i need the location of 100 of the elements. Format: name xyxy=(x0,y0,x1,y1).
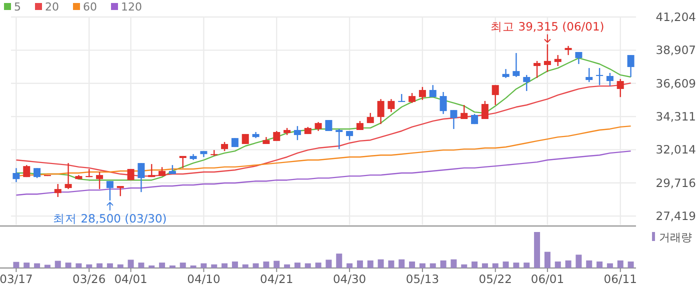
bar xyxy=(398,259,405,268)
bar xyxy=(34,263,40,268)
bar xyxy=(65,262,72,268)
bar xyxy=(315,262,322,268)
legend-label: 5 xyxy=(14,0,21,14)
bar xyxy=(356,260,363,268)
bar xyxy=(222,263,228,268)
y-tick-label: 34,311 xyxy=(656,110,696,124)
bar xyxy=(472,262,478,268)
bar xyxy=(106,263,113,268)
x-tick-label: 04/30 xyxy=(332,272,366,286)
bar xyxy=(138,262,144,268)
bar xyxy=(24,262,30,268)
bar xyxy=(461,264,468,268)
y-tick-label: 29,716 xyxy=(656,176,696,190)
candlestick xyxy=(523,74,530,92)
legend-label: 60 xyxy=(83,0,97,14)
candlestick xyxy=(179,155,186,169)
x-tick-label: 05/22 xyxy=(478,272,512,286)
bar xyxy=(419,263,426,268)
y-tick-label: 38,907 xyxy=(656,43,696,58)
line-series xyxy=(16,150,632,196)
x-tick-label: 06/11 xyxy=(604,272,637,286)
candlestick xyxy=(377,98,384,125)
bar xyxy=(86,264,92,268)
x-tick-label: 05/13 xyxy=(406,272,440,286)
candlestick xyxy=(273,130,280,142)
candlestick xyxy=(586,67,593,83)
bar xyxy=(200,263,207,268)
bar xyxy=(263,262,270,268)
bar xyxy=(336,254,342,268)
bar xyxy=(326,260,332,268)
bar xyxy=(586,260,592,268)
candlestick xyxy=(616,78,624,98)
bar xyxy=(44,264,50,268)
candlestick xyxy=(596,67,604,86)
bar xyxy=(180,262,186,268)
x-tick-label: 04/10 xyxy=(187,272,220,286)
candlestick xyxy=(534,60,541,79)
bar xyxy=(388,260,394,268)
candlestick xyxy=(116,185,124,197)
bar xyxy=(440,260,446,268)
candlestick xyxy=(64,162,72,190)
candlestick xyxy=(96,171,104,190)
x-tick-label: 03/17 xyxy=(0,272,33,286)
bar xyxy=(252,263,259,268)
candlestick xyxy=(325,119,332,132)
candlestick xyxy=(460,104,468,120)
bar xyxy=(482,263,488,268)
bar xyxy=(628,262,634,268)
y-tick-label: 27,419 xyxy=(656,209,696,224)
candlestick xyxy=(450,109,458,130)
x-tick-label: 06/01 xyxy=(530,272,564,286)
bar xyxy=(274,260,280,268)
candlestick xyxy=(481,100,488,120)
bar xyxy=(450,259,457,268)
bar xyxy=(554,262,561,268)
candlestick xyxy=(388,98,395,113)
candlestick xyxy=(554,54,562,67)
y-tick-label: 32,014 xyxy=(656,142,696,157)
bar xyxy=(232,262,238,268)
bar xyxy=(534,232,540,268)
bar xyxy=(211,264,218,268)
bar xyxy=(13,262,20,268)
legend-label: 20 xyxy=(45,0,59,14)
bar xyxy=(502,262,509,268)
bar xyxy=(54,260,61,268)
candlestick xyxy=(492,84,499,106)
line-series xyxy=(16,82,632,177)
bar xyxy=(346,263,353,268)
bar xyxy=(606,263,613,268)
candlestick xyxy=(138,162,145,193)
bar xyxy=(409,262,416,268)
candlestick xyxy=(606,72,614,87)
bar xyxy=(96,263,103,268)
bar xyxy=(304,263,311,268)
candlestick xyxy=(12,168,20,183)
candlestick xyxy=(34,168,41,179)
x-tick-label: 04/01 xyxy=(114,272,148,286)
x-tick-label: 03/26 xyxy=(72,272,106,286)
candlestick xyxy=(242,133,249,145)
bar xyxy=(242,264,248,268)
candlestick xyxy=(440,91,447,115)
bar xyxy=(565,260,572,268)
bar xyxy=(492,263,498,268)
bar xyxy=(294,262,300,268)
bar xyxy=(524,262,530,268)
y-tick-label: 36,609 xyxy=(656,76,696,90)
legend-label: 120 xyxy=(121,0,142,14)
legend-label: 거래량 xyxy=(659,231,692,244)
y-tick-label: 41,204 xyxy=(656,10,696,24)
bar xyxy=(284,264,290,268)
bar xyxy=(617,260,624,268)
candlestick xyxy=(627,54,634,78)
candlestick xyxy=(148,163,156,178)
annotation: 최저 28,500 (03/30) xyxy=(53,211,167,226)
bar xyxy=(190,265,196,268)
bar xyxy=(367,260,374,268)
candlestick xyxy=(575,51,582,65)
bar xyxy=(544,252,550,268)
